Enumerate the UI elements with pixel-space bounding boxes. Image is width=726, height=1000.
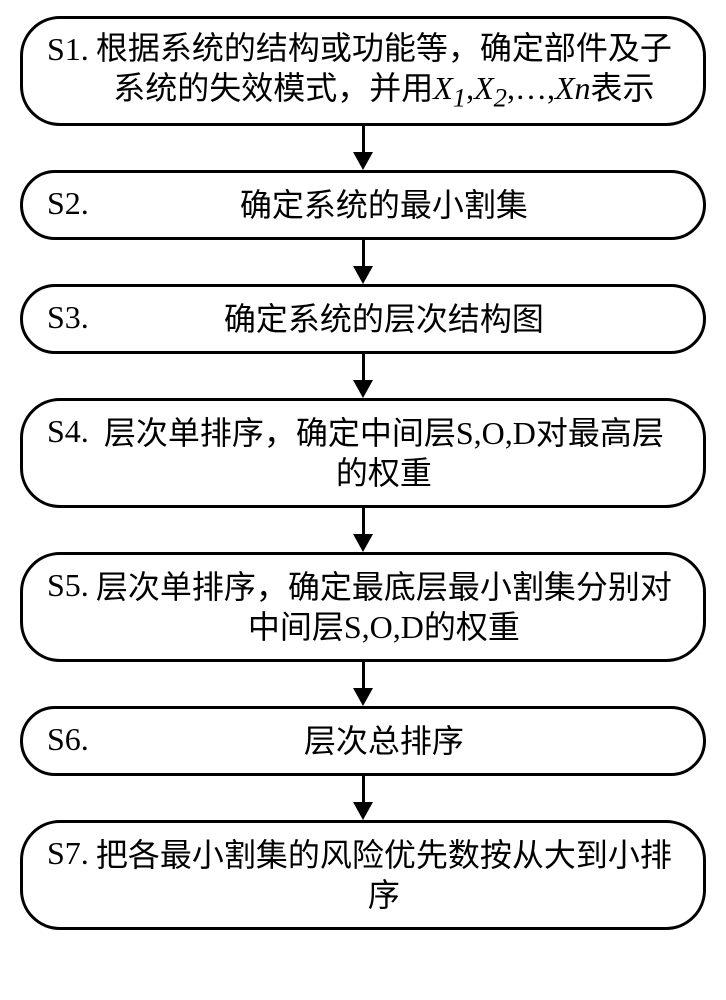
arrow-shaft xyxy=(362,354,365,380)
node-text: 确定系统的最小割集 xyxy=(89,185,679,225)
node-text: 层次单排序，确定最底层最小割集分别对中间层S,O,D的权重 xyxy=(89,567,679,647)
node-text: 层次总排序 xyxy=(89,721,679,761)
arrow-head-icon xyxy=(353,802,373,820)
arrow-head-icon xyxy=(353,380,373,398)
flow-node-s1: S1.根据系统的结构或功能等，确定部件及子系统的失效模式，并用X1,X2,…,X… xyxy=(20,16,706,126)
arrow-head-icon xyxy=(353,266,373,284)
arrow-shaft xyxy=(362,508,365,534)
flow-node-s6: S6.层次总排序 xyxy=(20,706,706,776)
node-prefix: S3. xyxy=(47,297,89,337)
node-text: 确定系统的层次结构图 xyxy=(89,299,679,339)
flow-node-s2: S2.确定系统的最小割集 xyxy=(20,170,706,240)
arrow-shaft xyxy=(362,126,365,152)
node-prefix: S4. xyxy=(47,411,89,451)
flowchart-canvas: S1.根据系统的结构或功能等，确定部件及子系统的失效模式，并用X1,X2,…,X… xyxy=(0,0,726,1000)
flow-node-s4: S4.层次单排序，确定中间层S,O,D对最高层的权重 xyxy=(20,398,706,508)
node-prefix: S6. xyxy=(47,719,89,759)
arrow-head-icon xyxy=(353,534,373,552)
node-prefix: S1. xyxy=(47,29,89,69)
node-text: 根据系统的结构或功能等，确定部件及子系统的失效模式，并用X1,X2,…,Xn表示 xyxy=(89,28,679,115)
flow-node-s5: S5.层次单排序，确定最底层最小割集分别对中间层S,O,D的权重 xyxy=(20,552,706,662)
arrow-shaft xyxy=(362,776,365,802)
node-prefix: S5. xyxy=(47,565,89,605)
flow-node-s7: S7.把各最小割集的风险优先数按从大到小排序 xyxy=(20,820,706,930)
arrow-shaft xyxy=(362,240,365,266)
node-prefix: S7. xyxy=(47,833,89,873)
node-prefix: S2. xyxy=(47,183,89,223)
flow-node-s3: S3.确定系统的层次结构图 xyxy=(20,284,706,354)
node-text: 把各最小割集的风险优先数按从大到小排序 xyxy=(89,835,679,915)
arrow-head-icon xyxy=(353,152,373,170)
arrow-head-icon xyxy=(353,688,373,706)
node-text: 层次单排序，确定中间层S,O,D对最高层的权重 xyxy=(89,413,679,493)
arrow-shaft xyxy=(362,662,365,688)
